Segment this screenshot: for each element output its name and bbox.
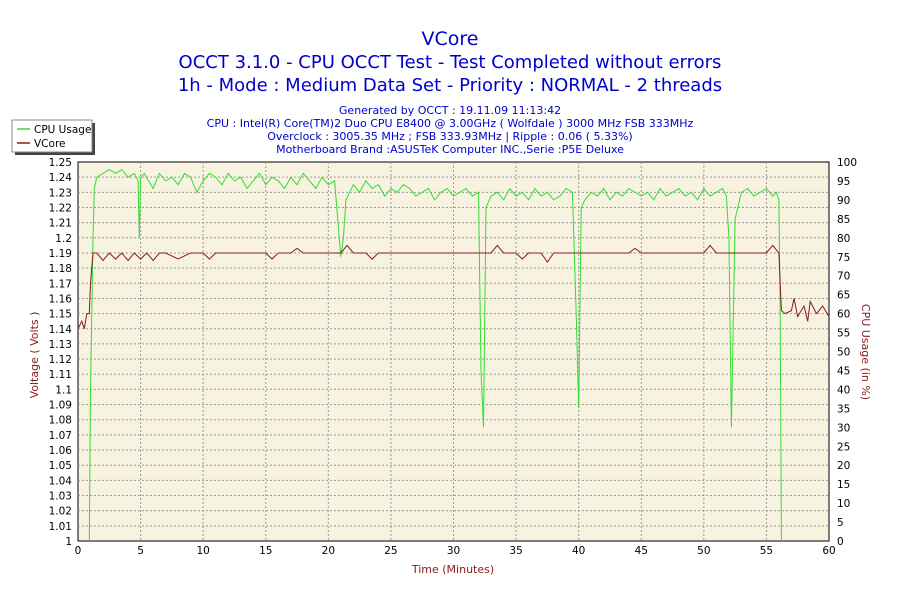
y-right-tick-label: 25	[837, 441, 850, 453]
y-left-tick-label: 1.01	[49, 521, 72, 533]
info-line-generated: Generated by OCCT : 19.11.09 11:13:42	[339, 104, 561, 117]
x-tick-label: 10	[196, 545, 209, 557]
y-left-tick-label: 1	[65, 536, 72, 548]
x-tick-label: 45	[635, 545, 648, 557]
y-left-tick-label: 1.06	[49, 445, 73, 457]
y-left-tick-label: 1.09	[49, 400, 72, 412]
y-right-tick-label: 55	[837, 328, 850, 340]
x-tick-label: 50	[697, 545, 710, 557]
y-right-tick-label: 0	[837, 536, 844, 548]
y-axis-left: 1 1.01 1.02 1.03 1.04 1.05 1.06 1.07 1.08 1.09 1.1…	[49, 157, 73, 548]
y-right-tick-label: 100	[837, 157, 857, 169]
y-right-tick-label: 5	[837, 517, 844, 529]
y-left-tick-label: 1.18	[49, 263, 72, 275]
legend-label-vcore: VCore	[34, 138, 66, 150]
y-right-tick-label: 70	[837, 271, 850, 283]
y-left-tick-label: 1.24	[49, 172, 73, 184]
y-right-tick-label: 30	[837, 422, 850, 434]
y-left-tick-label: 1.14	[49, 324, 73, 336]
chart-title: VCore	[422, 28, 479, 50]
y-left-tick-label: 1.22	[49, 202, 72, 214]
y-left-tick-label: 1.17	[49, 278, 72, 290]
y-left-tick-label: 1.16	[49, 293, 73, 305]
y-left-tick-label: 1.11	[49, 369, 72, 381]
y-left-tick-label: 1.03	[49, 491, 72, 503]
y-left-tick-label: 1.08	[49, 415, 72, 427]
x-tick-label: 25	[384, 545, 397, 557]
x-tick-label: 35	[509, 545, 522, 557]
y-left-tick-label: 1.15	[49, 309, 72, 321]
legend: CPU Usage VCore	[11, 119, 95, 155]
x-axis: 0 5 10 15 20 25 30 35 40 45 50 55 60	[75, 545, 836, 557]
y-right-tick-label: 50	[837, 347, 850, 359]
x-tick-label: 60	[822, 545, 835, 557]
x-tick-label: 0	[75, 545, 82, 557]
x-tick-label: 15	[259, 545, 272, 557]
legend-box	[11, 119, 93, 153]
x-tick-label: 40	[572, 545, 585, 557]
legend-label-cpu: CPU Usage	[34, 124, 91, 136]
chart-subtitle-1: OCCT 3.1.0 - CPU OCCT Test - Test Comple…	[179, 52, 722, 73]
y-right-tick-label: 80	[837, 233, 850, 245]
y-left-tick-label: 1.19	[49, 248, 72, 260]
y-right-tick-label: 90	[837, 195, 850, 207]
y-left-tick-label: 1.1	[55, 384, 72, 396]
y-axis-right: 0 5 10 15 20 25 30 35 40 45 50 55 60 65 70 75 80 85 90 95 10…	[837, 157, 857, 548]
y-right-tick-label: 95	[837, 176, 850, 188]
y-left-tick-label: 1.25	[49, 157, 72, 169]
x-tick-label: 5	[137, 545, 144, 557]
info-line-motherboard: Motherboard Brand :ASUSTeK Computer INC.…	[276, 143, 624, 156]
series-line-vcore	[77, 244, 830, 330]
x-tick-label: 30	[447, 545, 460, 557]
x-axis-label: Time (Minutes)	[411, 563, 494, 576]
y-right-tick-label: 75	[837, 252, 850, 264]
y-left-tick-label: 1.04	[49, 475, 73, 487]
y-left-tick-label: 1.23	[49, 187, 72, 199]
info-line-cpu: CPU : Intel(R) Core(TM)2 Duo CPU E8400 @…	[207, 117, 694, 130]
y-axis-left-label: Voltage ( Volts )	[28, 312, 41, 399]
chart-subtitle-2: 1h - Mode : Medium Data Set - Priority :…	[178, 75, 722, 96]
y-right-tick-label: 60	[837, 309, 850, 321]
y-left-tick-label: 1.07	[49, 430, 72, 442]
y-left-tick-label: 1.02	[49, 506, 72, 518]
x-tick-label: 55	[760, 545, 773, 557]
y-right-tick-label: 20	[837, 460, 850, 472]
grid	[78, 162, 829, 541]
y-left-tick-label: 1.05	[49, 460, 72, 472]
y-left-tick-label: 1.21	[49, 218, 72, 230]
y-right-tick-label: 15	[837, 479, 850, 491]
y-left-tick-label: 1.12	[49, 354, 72, 366]
x-tick-label: 20	[322, 545, 335, 557]
info-line-overclock: Overclock : 3005.35 MHz ; FSB 333.93MHz …	[267, 130, 632, 143]
series-line-cpu-usage	[88, 168, 782, 542]
y-axis-right-label: CPU Usage (in %)	[859, 304, 872, 400]
y-right-tick-label: 45	[837, 365, 850, 377]
y-right-tick-label: 35	[837, 403, 850, 415]
y-right-tick-label: 10	[837, 498, 850, 510]
y-right-tick-label: 40	[837, 384, 850, 396]
y-left-tick-label: 1.2	[55, 233, 72, 245]
y-right-tick-label: 85	[837, 214, 850, 226]
y-right-tick-label: 65	[837, 290, 850, 302]
y-left-tick-label: 1.13	[49, 339, 72, 351]
